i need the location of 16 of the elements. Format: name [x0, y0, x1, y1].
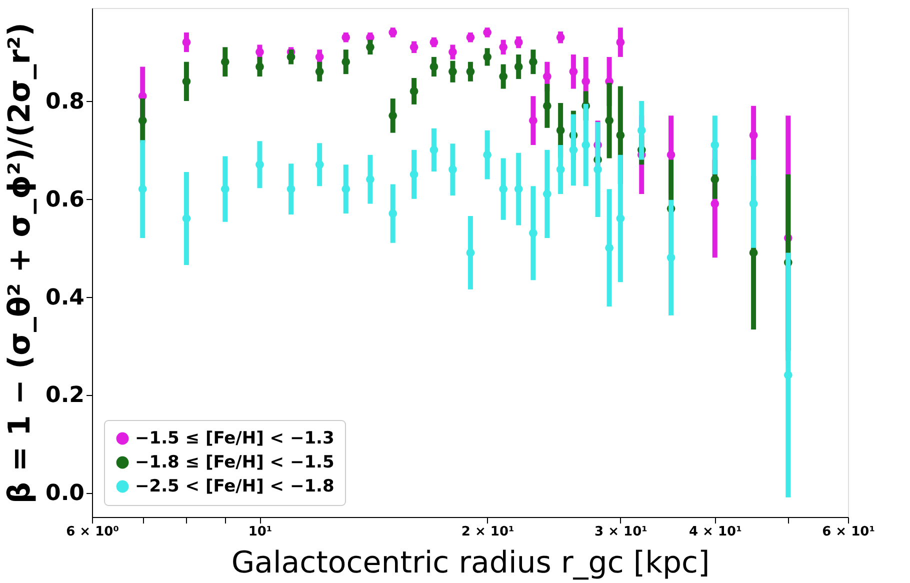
x-tick-label: 4 × 10¹: [688, 524, 742, 540]
y-axis-title: β = 1 − (σ_θ² + σ_ϕ²)/(2σ_r²): [2, 22, 38, 504]
y-tick-label: 0.0: [46, 481, 84, 506]
x-axis-title: Galactocentric radius r_gc [kpc]: [231, 546, 710, 580]
x-tick-label: 6 × 10⁰: [66, 524, 120, 540]
y-tick-label: 0.6: [46, 187, 84, 212]
legend-label: −1.8 ≤ [Fe/H] < −1.5: [135, 452, 334, 472]
x-tick-label: 3 × 10¹: [594, 524, 648, 540]
y-tick-label: 0.4: [46, 285, 84, 310]
x-tick-label: 2 × 10¹: [461, 524, 514, 540]
x-tick-label: 10¹: [248, 524, 272, 540]
y-tick-label: 0.2: [46, 383, 84, 408]
y-tick-label: 0.8: [46, 89, 84, 114]
legend-label: −2.5 < [Fe/H] < −1.8: [135, 476, 334, 496]
legend-label: −1.5 ≤ [Fe/H] < −1.3: [135, 428, 334, 448]
x-tick-label: 6 × 10¹: [822, 524, 875, 540]
